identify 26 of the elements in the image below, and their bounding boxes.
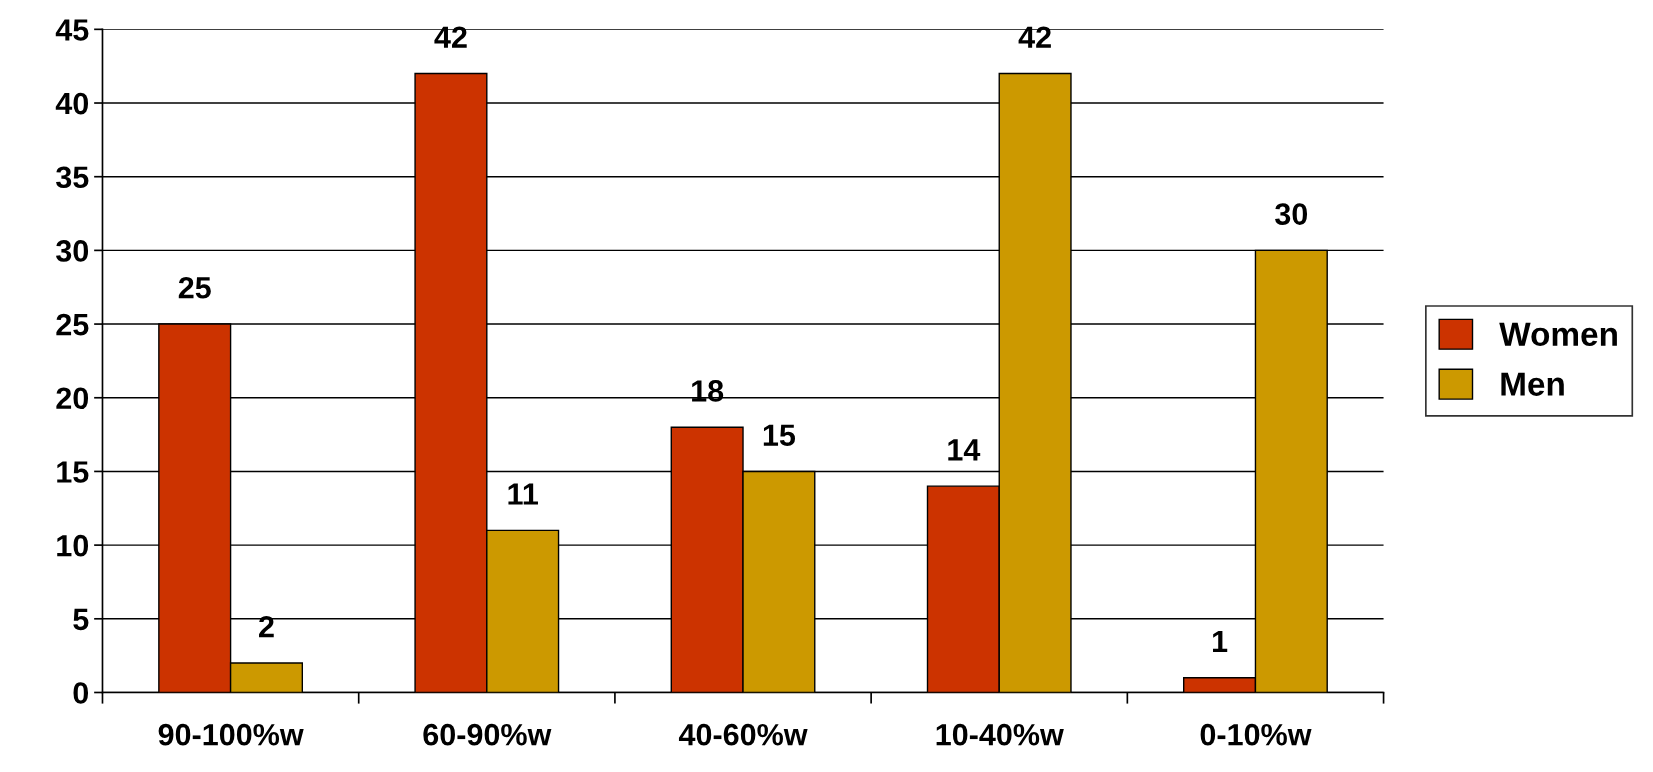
y-tick-label: 45 [55,19,89,41]
y-tick-label: 35 [56,166,89,189]
data-label: 42 [1018,26,1051,48]
data-label: 11 [508,483,538,505]
x-tick-label: 60-90%w [423,723,552,746]
y-tick-label: 40 [55,92,89,115]
data-label: 42 [434,26,467,48]
y-tick-label: 5 [73,608,89,631]
data-label: 14 [948,439,981,461]
data-label: 25 [178,276,211,299]
legend-label: Men [1501,372,1564,396]
y-tick-label: 20 [56,387,89,410]
y-tick-label: 30 [56,240,89,262]
legend-label: Women [1499,322,1617,346]
y-tick-label: 15 [57,461,89,483]
y-tick-label: 0 [73,682,89,704]
data-label: 15 [763,424,796,446]
data-label: 30 [1275,203,1308,225]
x-tick-label: 0-10%w [1200,723,1312,746]
x-tick-label: 90-100%w [158,723,304,746]
data-label: 1 [1213,630,1228,652]
x-tick-label: 10-40%w [936,723,1064,746]
x-tick-label: 40-60%w [678,723,808,746]
data-label: 18 [692,380,724,402]
y-tick-label: 10 [57,534,89,557]
y-tick-label: 25 [56,313,89,336]
